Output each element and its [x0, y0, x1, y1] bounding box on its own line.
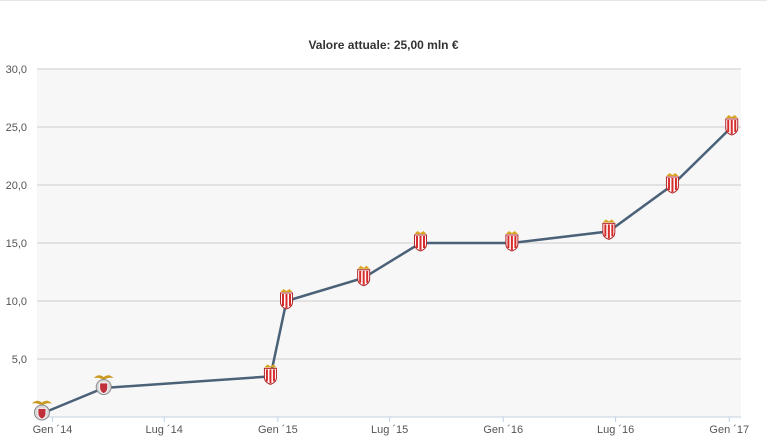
- x-tick-label: Gen ´15: [258, 424, 298, 436]
- monaco-crest-marker[interactable]: [413, 231, 427, 252]
- monaco-crest-marker[interactable]: [725, 115, 739, 136]
- x-tick-label: Lug ´16: [597, 424, 634, 436]
- monaco-crest-marker[interactable]: [263, 364, 277, 385]
- x-tick-label: Lug ´14: [146, 424, 183, 436]
- monaco-crest-marker[interactable]: [357, 265, 371, 287]
- y-tick-label: 10,0: [6, 296, 27, 308]
- monaco-crest-marker[interactable]: [665, 173, 679, 194]
- y-tick-label: 20,0: [6, 180, 27, 192]
- chart-title: Valore attuale: 25,00 mln €: [308, 38, 459, 52]
- monaco-crest-marker[interactable]: [505, 231, 519, 252]
- benfica-crest-marker[interactable]: [31, 400, 52, 421]
- series-line: [41, 126, 733, 415]
- benfica-crest-marker[interactable]: [93, 375, 114, 395]
- y-tick-label: 25,0: [6, 122, 27, 134]
- y-tick-label: 30,0: [6, 64, 27, 76]
- monaco-crest-marker[interactable]: [279, 289, 293, 310]
- monaco-crest-marker[interactable]: [602, 219, 616, 240]
- y-tick-label: 5,0: [12, 354, 27, 366]
- x-tick-label: Lug ´15: [371, 424, 408, 436]
- y-tick-label: 15,0: [6, 238, 27, 250]
- x-tick-label: Gen ´17: [709, 424, 749, 436]
- x-tick-label: Gen ´14: [33, 424, 73, 436]
- x-tick-label: Gen ´16: [483, 424, 523, 436]
